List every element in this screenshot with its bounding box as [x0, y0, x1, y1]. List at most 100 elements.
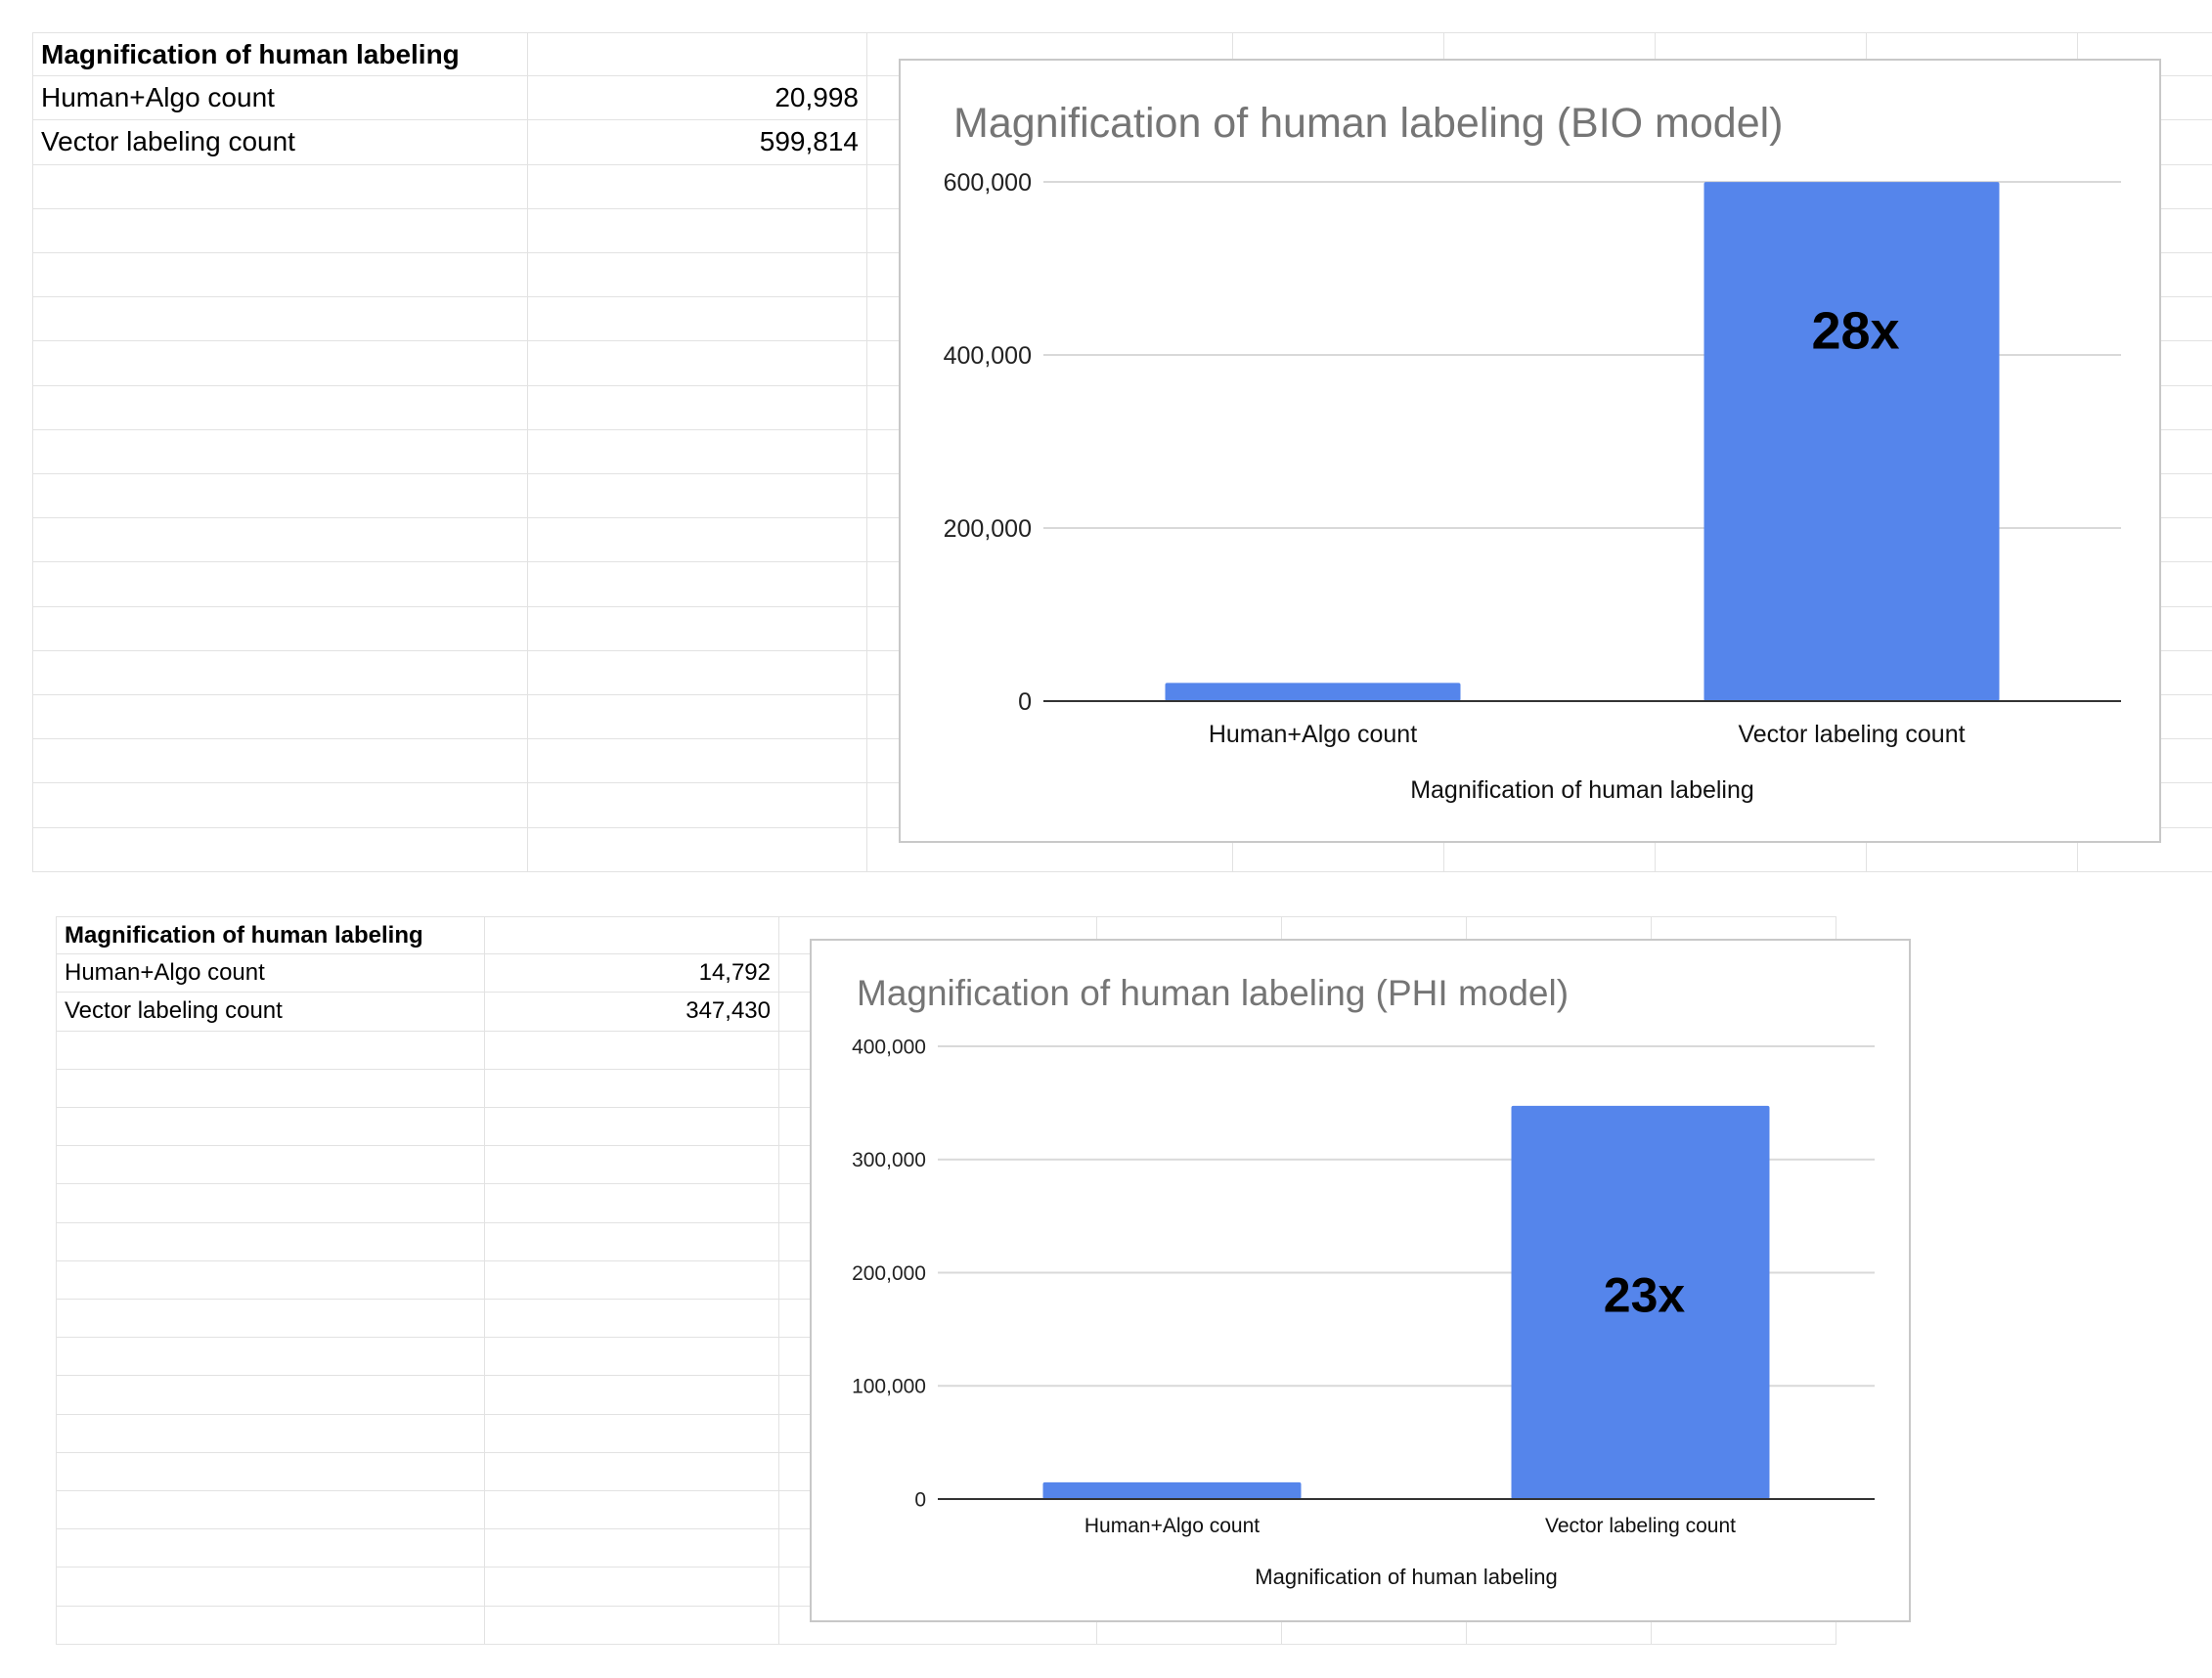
- sheet-cell[interactable]: [32, 695, 528, 740]
- row-label-cell[interactable]: Vector labeling count: [32, 120, 528, 165]
- sheet-cell[interactable]: [1282, 1606, 1467, 1645]
- sheet-header-cell[interactable]: Magnification of human labeling: [56, 916, 485, 955]
- sheet-cell[interactable]: [485, 1031, 779, 1070]
- y-tick-label: 400,000: [852, 1036, 926, 1058]
- sheet-cell[interactable]: [779, 1606, 1097, 1645]
- chart-title: Magnification of human labeling (PHI mod…: [857, 973, 1569, 1013]
- sheet-cell[interactable]: [56, 1146, 485, 1185]
- sheet-cell[interactable]: [56, 1529, 485, 1568]
- sheet-cell[interactable]: [528, 341, 867, 386]
- sheet-cell[interactable]: [56, 1031, 485, 1070]
- sheet-cell[interactable]: [32, 650, 528, 695]
- sheet-cell[interactable]: [56, 1568, 485, 1607]
- sheet-cell[interactable]: [1656, 827, 1867, 872]
- sheet-cell[interactable]: [1467, 1606, 1652, 1645]
- sheet-cell[interactable]: [485, 1222, 779, 1261]
- sheet-cell[interactable]: [528, 253, 867, 298]
- sheet-cell[interactable]: [2078, 828, 2212, 872]
- row-label-cell[interactable]: Human+Algo count: [56, 954, 485, 994]
- chart-bio-svg: Magnification of human labeling (BIO mod…: [944, 100, 2121, 804]
- row-label-cell[interactable]: Human+Algo count: [32, 76, 528, 121]
- sheet-cell[interactable]: [32, 429, 528, 474]
- sheet-cell[interactable]: [528, 164, 867, 209]
- sheet-cell[interactable]: [528, 827, 867, 872]
- sheet-cell[interactable]: [485, 1376, 779, 1415]
- sheet-cell[interactable]: [528, 474, 867, 519]
- sheet-cell[interactable]: [56, 1260, 485, 1300]
- sheet-cell[interactable]: [32, 783, 528, 828]
- sheet-cell[interactable]: [56, 1338, 485, 1377]
- sheet-cell[interactable]: [32, 739, 528, 784]
- sheet-cell[interactable]: [528, 783, 867, 828]
- row-value-cell[interactable]: 347,430: [485, 993, 779, 1032]
- sheet-cell[interactable]: [32, 562, 528, 607]
- x-tick-label: Human+Algo count: [1084, 1515, 1260, 1537]
- sheet-cell[interactable]: [1233, 827, 1444, 872]
- sheet-cell[interactable]: [1097, 1606, 1282, 1645]
- sheet-cell[interactable]: [32, 474, 528, 519]
- sheet-header-cell[interactable]: Magnification of human labeling: [32, 32, 528, 77]
- sheet-cell[interactable]: [485, 1069, 779, 1108]
- sheet-cell[interactable]: [32, 341, 528, 386]
- sheet-cell[interactable]: [528, 297, 867, 342]
- sheet-cell[interactable]: [56, 1452, 485, 1491]
- sheet-cell[interactable]: [485, 1300, 779, 1339]
- sheet-cell[interactable]: [867, 827, 1233, 872]
- sheet-cell[interactable]: [485, 1146, 779, 1185]
- sheet-cell[interactable]: [32, 208, 528, 253]
- sheet-cell[interactable]: [56, 1606, 485, 1645]
- sheet-cell[interactable]: [528, 518, 867, 563]
- sheet-cell[interactable]: [56, 1222, 485, 1261]
- chart-bio-model[interactable]: Magnification of human labeling (BIO mod…: [899, 59, 2161, 843]
- sheet-cell[interactable]: [56, 1184, 485, 1223]
- chart-phi-svg: Magnification of human labeling (PHI mod…: [852, 973, 1875, 1589]
- row-value-cell[interactable]: 14,792: [485, 954, 779, 994]
- sheet-cell[interactable]: [32, 297, 528, 342]
- row-label-cell[interactable]: Vector labeling count: [56, 993, 485, 1032]
- sheet-cell[interactable]: [485, 1606, 779, 1645]
- sheet-cell[interactable]: [1444, 827, 1656, 872]
- sheet-cell[interactable]: [485, 1184, 779, 1223]
- sheet-cell[interactable]: [528, 562, 867, 607]
- bar-annotation: 28x: [1811, 301, 1899, 360]
- y-tick-label: 600,000: [944, 169, 1032, 197]
- y-tick-label: 0: [1018, 688, 1032, 716]
- sheet-cell[interactable]: [528, 606, 867, 651]
- sheet-cell[interactable]: [528, 32, 867, 77]
- sheet-cell[interactable]: [485, 1108, 779, 1147]
- sheet-cell[interactable]: [485, 916, 779, 955]
- sheet-cell[interactable]: [528, 739, 867, 784]
- sheet-cell[interactable]: [56, 1300, 485, 1339]
- sheet-cell[interactable]: [56, 1069, 485, 1108]
- sheet-cell[interactable]: [56, 1108, 485, 1147]
- sheet-cell[interactable]: [32, 606, 528, 651]
- sheet-cell[interactable]: [485, 1491, 779, 1530]
- sheet-cell[interactable]: [1652, 1606, 1836, 1645]
- chart-phi-model[interactable]: Magnification of human labeling (PHI mod…: [810, 939, 1911, 1622]
- sheet-cell[interactable]: [485, 1414, 779, 1453]
- bar-annotation: 23x: [1604, 1267, 1686, 1322]
- sheet-cell[interactable]: [32, 164, 528, 209]
- sheet-cell[interactable]: [485, 1452, 779, 1491]
- sheet-cell[interactable]: [32, 385, 528, 430]
- sheet-cell[interactable]: [1867, 827, 2078, 872]
- sheet-cell[interactable]: [485, 1260, 779, 1300]
- sheet-cell[interactable]: [528, 208, 867, 253]
- sheet-cell[interactable]: [32, 518, 528, 563]
- row-value-cell[interactable]: 20,998: [528, 76, 867, 121]
- sheet-cell[interactable]: [56, 1491, 485, 1530]
- sheet-cell[interactable]: [32, 827, 528, 872]
- sheet-cell[interactable]: [485, 1529, 779, 1568]
- sheet-cell[interactable]: [528, 650, 867, 695]
- y-tick-label: 200,000: [852, 1262, 926, 1285]
- sheet-cell[interactable]: [485, 1568, 779, 1607]
- row-value-cell[interactable]: 599,814: [528, 120, 867, 165]
- sheet-cell[interactable]: [528, 385, 867, 430]
- sheet-cell[interactable]: [56, 1376, 485, 1415]
- y-tick-label: 400,000: [944, 342, 1032, 370]
- sheet-cell[interactable]: [485, 1338, 779, 1377]
- sheet-cell[interactable]: [56, 1414, 485, 1453]
- sheet-cell[interactable]: [32, 253, 528, 298]
- sheet-cell[interactable]: [528, 695, 867, 740]
- sheet-cell[interactable]: [528, 429, 867, 474]
